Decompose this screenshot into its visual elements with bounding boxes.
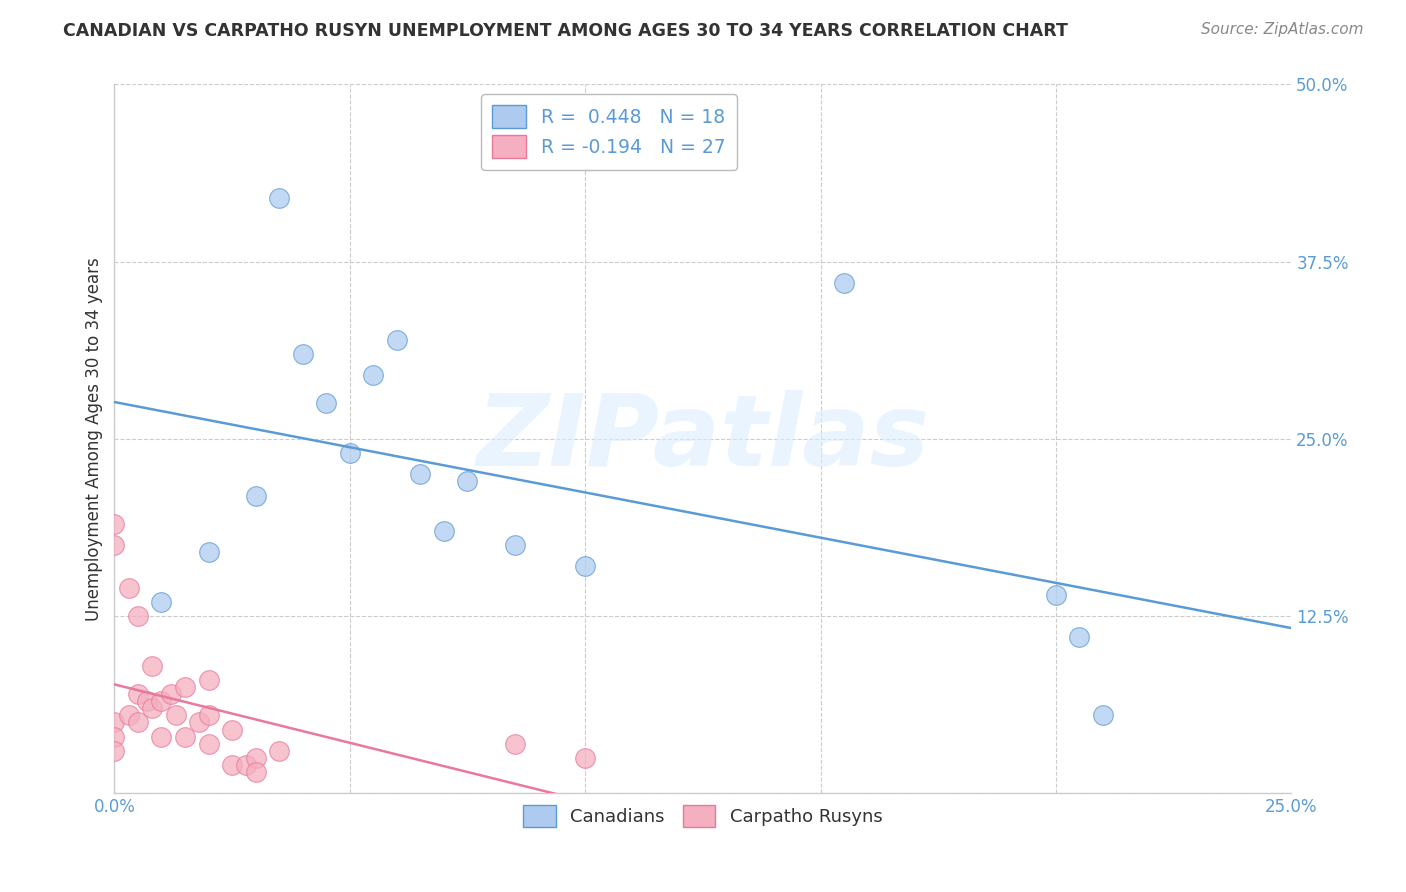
Point: [269, 744, 291, 758]
Point: [160, 687, 183, 701]
Point: [269, 191, 291, 205]
Point: [1045, 588, 1067, 602]
Point: [165, 708, 187, 723]
Point: [141, 658, 163, 673]
Point: [574, 559, 596, 574]
Point: [136, 694, 159, 708]
Y-axis label: Unemployment Among Ages 30 to 34 years: Unemployment Among Ages 30 to 34 years: [86, 257, 103, 621]
Point: [188, 715, 211, 730]
Point: [103, 538, 125, 552]
Text: CANADIAN VS CARPATHO RUSYN UNEMPLOYMENT AMONG AGES 30 TO 34 YEARS CORRELATION CH: CANADIAN VS CARPATHO RUSYN UNEMPLOYMENT …: [63, 22, 1069, 40]
Point: [174, 680, 197, 694]
Point: [574, 751, 596, 765]
Point: [363, 368, 385, 383]
Legend: Canadians, Carpatho Rusyns: Canadians, Carpatho Rusyns: [516, 797, 890, 834]
Point: [456, 475, 478, 489]
Point: [150, 595, 173, 609]
Point: [433, 524, 456, 538]
Point: [103, 744, 125, 758]
Point: [409, 467, 432, 482]
Point: [245, 765, 267, 780]
Point: [221, 758, 243, 772]
Point: [503, 737, 526, 751]
Point: [221, 723, 243, 737]
Point: [315, 396, 337, 410]
Point: [174, 730, 197, 744]
Point: [197, 737, 219, 751]
Point: [832, 276, 855, 290]
Point: [141, 701, 163, 715]
Point: [503, 538, 526, 552]
Point: [235, 758, 257, 772]
Point: [245, 751, 267, 765]
Point: [1069, 631, 1091, 645]
Point: [197, 545, 219, 559]
Text: ZIPatlas: ZIPatlas: [477, 391, 929, 487]
Point: [385, 333, 408, 347]
Point: [1092, 708, 1115, 723]
Point: [245, 489, 267, 503]
Point: [150, 730, 173, 744]
Point: [117, 581, 139, 595]
Point: [103, 715, 125, 730]
Point: [197, 708, 219, 723]
Point: [127, 609, 149, 624]
Point: [127, 687, 149, 701]
Point: [291, 347, 314, 361]
Point: [103, 516, 125, 531]
Point: [197, 673, 219, 687]
Point: [127, 715, 149, 730]
Text: Source: ZipAtlas.com: Source: ZipAtlas.com: [1201, 22, 1364, 37]
Point: [150, 694, 173, 708]
Point: [103, 730, 125, 744]
Point: [117, 708, 139, 723]
Point: [339, 446, 361, 460]
